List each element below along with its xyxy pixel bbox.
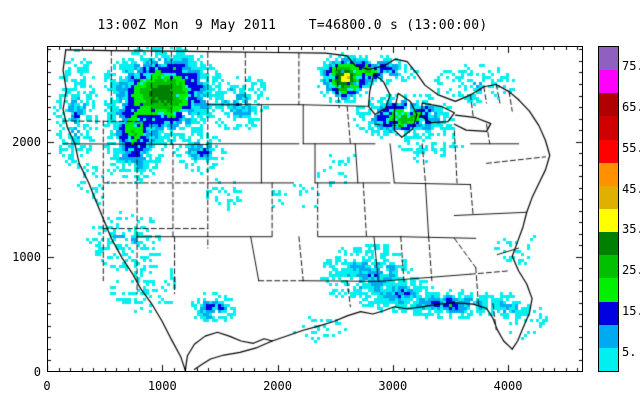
colorbar-tick-label: 75.: [622, 59, 640, 74]
colorbar-band: [599, 208, 618, 233]
colorbar-band: [599, 70, 618, 94]
colorbar-tick-label: 5.: [622, 344, 637, 359]
colorbar-band: [599, 139, 618, 163]
colorbar-band: [599, 232, 618, 256]
plot-title: 13:00Z Mon 9 May 2011 T=46800.0 s (13:00…: [97, 18, 488, 33]
radar-reflectivity-layer: [47, 46, 583, 372]
colorbar-band: [599, 324, 618, 348]
y-axis-tick-label: 0: [33, 365, 41, 379]
colorbar-band: [599, 162, 618, 186]
colorbar-band: [599, 93, 618, 117]
colorbar-band: [599, 301, 618, 325]
x-axis-tick-label: 1000: [147, 379, 177, 393]
colorbar-band: [599, 278, 618, 302]
reflectivity-colorbar: [598, 46, 619, 372]
colorbar-tick-label: 35.: [622, 222, 640, 237]
colorbar-tick-label: 25.: [622, 263, 640, 278]
colorbar-band: [599, 255, 618, 279]
x-axis-tick-label: 2000: [263, 379, 292, 393]
colorbar-band: [599, 116, 618, 140]
colorbar-band: [599, 47, 618, 71]
colorbar-tick-label: 45.: [622, 181, 640, 196]
radar-plot-area: [47, 46, 583, 372]
colorbar-band: [599, 185, 618, 209]
colorbar-tick-label: 65.: [622, 100, 640, 115]
y-axis-tick-label: 1000: [12, 249, 41, 264]
x-axis-tick-label: 4000: [493, 379, 523, 393]
colorbar-tick-label: 55.: [622, 140, 640, 155]
x-axis-tick-label: 3000: [378, 379, 408, 393]
colorbar-band: [599, 347, 618, 371]
x-axis-tick-label: 0: [43, 379, 51, 393]
y-axis-tick-label: 2000: [12, 134, 41, 149]
colorbar-tick-label: 15.: [622, 303, 640, 318]
